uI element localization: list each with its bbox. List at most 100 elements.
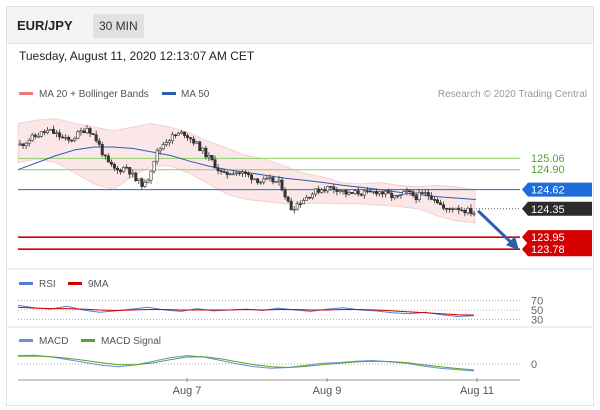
candle-body (320, 189, 324, 193)
forecast-arrow-head (506, 236, 519, 251)
candle-body (432, 199, 436, 201)
candle-body (183, 131, 187, 136)
candle-body (423, 192, 427, 194)
candle-body (417, 192, 421, 200)
candle-body (143, 181, 147, 187)
candle-body (155, 150, 159, 162)
candle-body (390, 192, 394, 198)
candle-body (204, 147, 208, 158)
macd-legend-label: MACD (39, 336, 68, 347)
candle-body (317, 188, 321, 193)
candle-body (463, 209, 467, 214)
candle-body (24, 142, 28, 146)
nine-ma-legend-swatch (68, 282, 82, 285)
candle-body (198, 141, 202, 152)
candle-body (307, 196, 311, 199)
candle-body (152, 160, 156, 172)
credit-label: Research © 2020 Trading Central (438, 89, 587, 100)
x-tick-label: Aug 9 (313, 385, 342, 397)
candle-body (243, 171, 247, 174)
candle-body (45, 129, 49, 134)
candle-body (378, 191, 382, 195)
candle-body (39, 131, 43, 137)
candle-body (381, 191, 385, 195)
symbol-label: EUR/JPY (17, 18, 73, 33)
candle-body (335, 189, 339, 192)
candle-body (374, 191, 378, 195)
candle-body (277, 179, 281, 182)
candle-body (301, 200, 305, 205)
candle-body (48, 128, 52, 131)
candle-body (125, 166, 129, 169)
candle-body (371, 191, 375, 193)
candle-body (173, 134, 177, 137)
candle-body (222, 171, 226, 173)
candle-body (344, 190, 348, 195)
candle-body (64, 137, 68, 139)
candle-body (225, 171, 229, 175)
candle-body (67, 137, 71, 141)
rsi-legend-swatch (19, 282, 33, 285)
macd-legend-swatch (19, 339, 33, 342)
candle-body (76, 131, 80, 139)
candle-body (454, 207, 458, 210)
ma50-legend-label: MA 50 (181, 89, 210, 100)
candle-body (362, 190, 366, 196)
candle-body (234, 172, 238, 175)
candle-body (280, 179, 284, 191)
candle-body (289, 200, 293, 211)
candle-body (164, 142, 168, 145)
rsi-tick-30: 30 (531, 314, 543, 326)
candle-body (311, 193, 315, 199)
bollinger-legend-label: MA 20 + Bollinger Bands (39, 89, 149, 100)
candle-body (213, 159, 217, 169)
timeframe-button[interactable]: 30 MIN (93, 14, 144, 38)
macd-signal-line (17, 355, 475, 371)
candle-body (359, 193, 363, 196)
candle-body (268, 177, 272, 179)
price-tag-123.78 (522, 242, 592, 257)
candle-body (186, 135, 190, 139)
candle-body (347, 192, 351, 195)
candle-body (170, 134, 174, 142)
candle-body (216, 167, 220, 171)
price-tag-123.95 (522, 230, 592, 245)
rsi-tick-50: 50 (531, 305, 543, 317)
candle-body (195, 141, 199, 144)
candle-body (140, 178, 144, 187)
candle-body (167, 140, 171, 143)
candle-body (116, 167, 120, 171)
candle-body (332, 186, 336, 190)
candle-body (189, 137, 193, 140)
candle-body (356, 190, 360, 195)
candle-body (353, 190, 357, 194)
candle-body (460, 209, 464, 212)
candle-body (179, 131, 183, 134)
candle-body (271, 177, 275, 183)
candle-body (250, 174, 254, 180)
candle-body (201, 147, 205, 152)
candle-body (442, 204, 446, 209)
candle-body (247, 173, 251, 176)
candle-body (326, 186, 330, 192)
candle-body (88, 128, 92, 134)
bollinger-band-area (17, 118, 476, 224)
candle-body (18, 143, 22, 146)
candle-body (265, 177, 269, 180)
nine-ma-legend-label: 9MA (88, 279, 109, 290)
x-tick-label: Aug 7 (173, 385, 202, 397)
candle-body (73, 137, 77, 141)
candle-body (61, 136, 65, 139)
candle-body (30, 134, 34, 141)
candle-body (438, 202, 442, 205)
candle-body (237, 172, 241, 175)
candle-body (350, 192, 354, 194)
candle-body (131, 172, 135, 175)
candle-body (387, 190, 391, 194)
candle-body (42, 131, 46, 134)
candle-body (420, 192, 424, 194)
rsi-tick-70: 70 (531, 296, 543, 308)
candle-body (82, 130, 86, 134)
candle-body (304, 196, 308, 201)
candle-body (329, 186, 333, 188)
